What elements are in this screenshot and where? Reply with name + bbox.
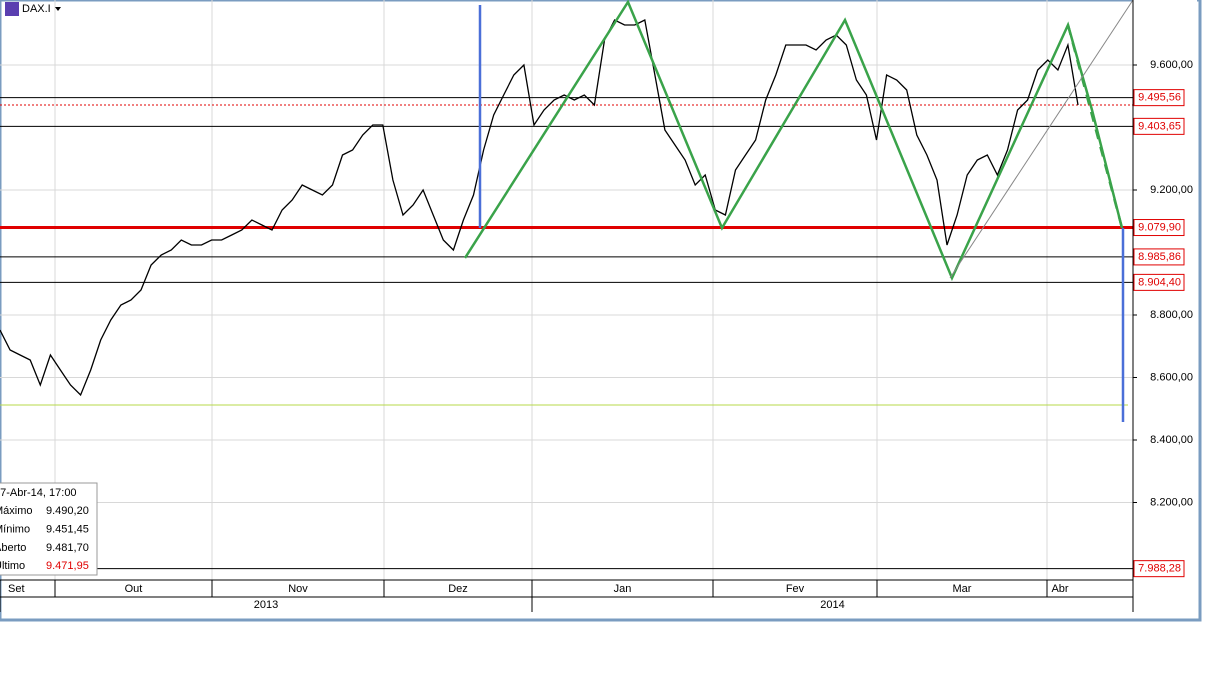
info-label: Aberto — [0, 542, 26, 554]
level-label-box — [1133, 248, 1185, 266]
info-value: 9.471,95 — [46, 560, 89, 572]
level-label-box — [1133, 560, 1185, 578]
info-label: Mínimo — [0, 523, 30, 535]
x-tick-label: Fev — [786, 583, 805, 595]
info-time: 07-Abr-14, 17:00 — [0, 487, 77, 499]
x-tick-label: Out — [125, 583, 143, 595]
y-tick-label: 8.600,00 — [1150, 371, 1193, 383]
level-label: 8.904,40 — [1138, 276, 1181, 288]
y-tick-label: 8.200,00 — [1150, 496, 1193, 508]
dropdown-arrow[interactable] — [55, 7, 61, 11]
y-tick-label: 9.200,00 — [1150, 184, 1193, 196]
x-tick-label: Dez — [448, 583, 468, 595]
x-tick-label: Jan — [614, 583, 632, 595]
x-tick-label: Nov — [288, 583, 308, 595]
x-tick-label: Set — [8, 583, 25, 595]
level-label-box — [1133, 117, 1185, 135]
info-value: 9.481,70 — [46, 542, 89, 554]
info-label: Máximo — [0, 505, 33, 517]
info-label: Último — [0, 559, 25, 572]
info-value: 9.451,45 — [46, 523, 89, 535]
level-label: 7.988,28 — [1138, 563, 1181, 575]
frame — [0, 0, 1202, 622]
level-label-box — [1133, 219, 1185, 237]
symbol[interactable]: DAX.I — [22, 3, 51, 15]
price-line — [0, 19, 1079, 397]
info-value: 9.490,20 — [46, 505, 89, 517]
level-label-box — [1133, 89, 1185, 107]
year-label: 2014 — [820, 599, 844, 611]
level-label: 8.985,86 — [1138, 251, 1181, 263]
level-label: 9.403,65 — [1138, 120, 1181, 132]
y-tick-label: 8.400,00 — [1150, 434, 1193, 446]
level-label: 9.079,90 — [1138, 221, 1181, 233]
y-tick-label: 9.600,00 — [1150, 59, 1193, 71]
level-label: 9.495,56 — [1138, 92, 1181, 104]
trend-line — [949, 0, 1134, 279]
year-label: 2013 — [254, 599, 278, 611]
level-label-box — [1133, 273, 1185, 291]
info-box — [0, 482, 98, 576]
x-tick-label: Mar — [953, 583, 972, 595]
y-tick-label: 8.800,00 — [1150, 309, 1193, 321]
symbol-icon — [5, 2, 19, 16]
x-tick-label: Abr — [1051, 583, 1068, 595]
